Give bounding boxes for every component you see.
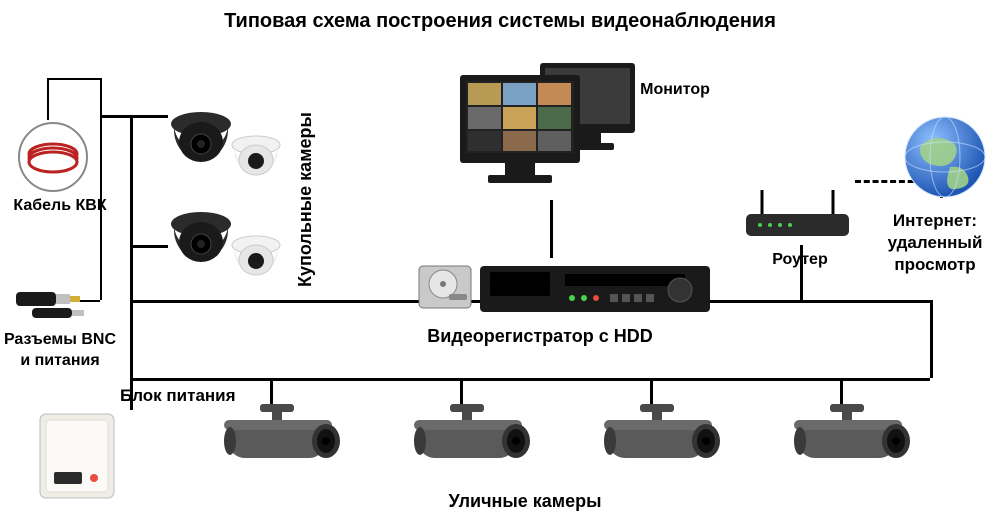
bullet-camera-icon bbox=[780, 400, 915, 475]
outdoor-cameras-label: Уличные камеры bbox=[400, 490, 650, 513]
bullet-camera-icon bbox=[590, 400, 725, 475]
globe-icon bbox=[900, 112, 990, 202]
bnc-label: Разъемы BNC и питания bbox=[0, 330, 120, 372]
dvr-icon bbox=[480, 258, 710, 320]
dome-camera-dark-icon bbox=[166, 108, 236, 170]
dvr-label: Видеорегистратор с HDD bbox=[410, 325, 670, 348]
bullet-camera-icon bbox=[210, 400, 345, 475]
hdd-icon bbox=[415, 262, 475, 312]
router-icon bbox=[740, 186, 855, 246]
dome-camera-light-icon bbox=[228, 133, 284, 183]
diagram-title: Типовая схема построения системы видеона… bbox=[0, 10, 1000, 33]
bnc-connector-icon bbox=[12, 278, 97, 324]
cable-reel-icon bbox=[16, 120, 91, 195]
internet-label: Интернет: удаленный просмотр bbox=[875, 210, 995, 276]
monitor-icon bbox=[450, 55, 650, 205]
psu-icon bbox=[36, 410, 118, 502]
dome-camera-dark-icon bbox=[166, 208, 236, 270]
dome-cameras-label: Купольные камеры bbox=[295, 110, 316, 290]
bullet-camera-icon bbox=[400, 400, 535, 475]
cable-label: Кабель КВК bbox=[10, 196, 110, 217]
dome-camera-light-icon bbox=[228, 233, 284, 283]
